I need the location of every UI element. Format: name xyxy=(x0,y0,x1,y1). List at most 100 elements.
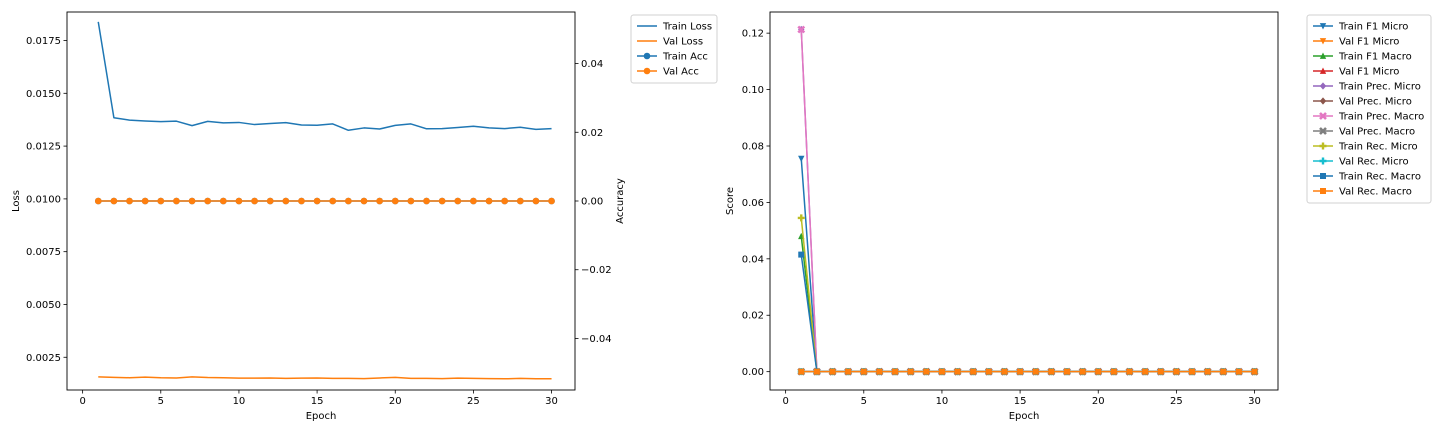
score-legend-entry-val-f1-micro: Val F1 Micro xyxy=(1313,37,1399,48)
loss-x-axis-label: Epoch xyxy=(306,411,337,422)
score-point-val-rec-macro-19 xyxy=(1079,368,1086,375)
score-legend-entry-val-f1-micro: Val F1 Micro xyxy=(1313,67,1399,78)
score-legend-label: Val Rec. Macro xyxy=(1339,187,1412,198)
score-legend-label: Val Rec. Micro xyxy=(1339,157,1409,168)
score-legend-entry-val-prec-micro: Val Prec. Micro xyxy=(1313,97,1412,108)
loss-x-tick-label: 10 xyxy=(233,396,246,407)
score-point-val-rec-macro-6 xyxy=(876,368,883,375)
loss-point-val-acc-27 xyxy=(501,197,508,205)
loss-accuracy-chart: 0 5 10 15 20 25 30 0.00250.00500.00750.01000.0… xyxy=(11,11,718,422)
loss-point-val-acc-11 xyxy=(251,197,258,205)
loss-point-val-acc-19 xyxy=(376,197,383,205)
loss-point-val-acc-12 xyxy=(266,197,274,205)
score-legend-marker xyxy=(1319,38,1327,45)
score-legend-entry-val-rec-micro: Val Rec. Micro xyxy=(1313,157,1409,168)
loss-legend-label: Val Loss xyxy=(663,37,703,48)
score-point-val-rec-macro-12 xyxy=(970,368,977,375)
loss-point-val-acc-25 xyxy=(470,197,477,205)
score-x-tick-label: 30 xyxy=(1248,396,1261,407)
score-chart: 0 5 10 15 20 25 30 0.00 0.02 0.04 0.06 0.08 0.10 0.1… xyxy=(725,11,1432,422)
loss-series-train-loss xyxy=(97,21,552,132)
loss-y-tick-label: 0.0025 xyxy=(26,353,61,364)
loss-x-tick-label: 5 xyxy=(158,396,164,407)
loss-point-val-acc-24 xyxy=(454,197,462,205)
loss-series-val-acc xyxy=(94,197,555,205)
score-legend-label: Train Rec. Macro xyxy=(1338,172,1421,183)
loss-y2-tick-label: 0.04 xyxy=(581,59,603,70)
loss-series-val-loss xyxy=(98,376,552,380)
score-point-val-rec-macro-16 xyxy=(1032,368,1039,375)
score-point-val-rec-macro-5 xyxy=(860,368,867,375)
loss-x-tick-label: 15 xyxy=(311,396,324,407)
loss-x-axis: 0 5 10 15 20 25 30 xyxy=(79,390,558,407)
score-point-val-rec-macro-9 xyxy=(923,368,930,375)
score-point-val-rec-macro-4 xyxy=(845,368,852,375)
loss-point-val-acc-16 xyxy=(329,197,337,205)
score-x-axis: 0 5 10 15 20 25 30 xyxy=(782,390,1261,407)
score-legend-entry-train-rec-micro: Train Rec. Micro xyxy=(1313,142,1418,153)
loss-point-val-acc-20 xyxy=(391,197,399,205)
score-legend-label: Train Rec. Micro xyxy=(1338,142,1418,153)
loss-x-tick-label: 25 xyxy=(467,396,480,407)
loss-y-tick-label: 0.0075 xyxy=(26,247,61,258)
loss-legend-entry-train-loss: Train Loss xyxy=(637,22,712,33)
loss-point-val-acc-10 xyxy=(235,197,243,205)
score-y-tick-label: 0.06 xyxy=(742,198,764,209)
score-point-train-rec-macro-1 xyxy=(798,251,805,258)
score-point-val-rec-macro-8 xyxy=(907,368,914,375)
loss-legend-box xyxy=(630,14,718,84)
loss-legend-entry-val-loss: Val Loss xyxy=(637,37,703,48)
loss-point-val-acc-17 xyxy=(345,197,352,205)
loss-point-val-acc-6 xyxy=(173,197,180,205)
loss-point-val-acc-23 xyxy=(438,197,446,205)
loss-x-tick-label: 20 xyxy=(389,396,402,407)
loss-point-val-acc-3 xyxy=(126,197,133,205)
score-point-val-rec-macro-24 xyxy=(1157,368,1164,375)
score-point-train-rec-micro-1 xyxy=(797,214,805,222)
score-x-tick-label: 15 xyxy=(1014,396,1027,407)
score-legend-marker xyxy=(1319,82,1327,90)
score-y-tick-label: 0.12 xyxy=(742,29,764,40)
score-y-tick-label: 0.04 xyxy=(742,254,764,265)
score-point-val-rec-macro-1 xyxy=(798,368,805,375)
loss-y2-tick-label: 0.02 xyxy=(581,128,603,139)
score-legend-marker xyxy=(1319,142,1327,150)
loss-y-axis: 0.0025 0.0050 0.0075 0.0100 0.0125 0.0150 0.01… xyxy=(26,36,67,364)
score-legend-box xyxy=(1306,14,1432,204)
score-legend-marker xyxy=(1319,157,1327,165)
score-x-tick-label: 25 xyxy=(1170,396,1183,407)
accuracy-y-axis: −0.04 −0.02 0.00 0.02 0.04 xyxy=(575,59,612,345)
score-point-val-rec-macro-10 xyxy=(938,368,945,375)
loss-point-val-acc-5 xyxy=(157,197,165,205)
score-legend-label: Train Prec. Macro xyxy=(1338,112,1424,123)
score-point-val-rec-macro-3 xyxy=(829,368,836,375)
score-y-tick-label: 0.08 xyxy=(742,141,764,152)
loss-legend-marker xyxy=(643,52,651,60)
loss-y-tick-label: 0.0175 xyxy=(26,36,61,47)
score-point-val-rec-macro-21 xyxy=(1110,368,1117,375)
score-legend-marker xyxy=(1319,97,1327,105)
score-point-val-rec-macro-27 xyxy=(1204,368,1211,375)
score-point-val-rec-macro-15 xyxy=(1017,368,1024,375)
score-legend-label: Val Prec. Macro xyxy=(1339,127,1415,138)
loss-y-tick-label: 0.0125 xyxy=(26,142,61,153)
loss-point-val-acc-28 xyxy=(516,197,524,205)
score-point-val-rec-macro-28 xyxy=(1220,368,1227,375)
score-legend-marker xyxy=(1320,188,1326,194)
loss-point-val-acc-4 xyxy=(141,197,149,205)
loss-point-val-acc-21 xyxy=(407,197,415,205)
loss-point-val-acc-29 xyxy=(532,197,540,205)
score-y-tick-label: 0.00 xyxy=(742,367,764,378)
loss-point-val-acc-7 xyxy=(188,197,196,205)
score-legend-entry-val-prec-macro: Val Prec. Macro xyxy=(1313,127,1415,138)
score-y-tick-label: 0.02 xyxy=(742,311,764,322)
score-legend-label: Train F1 Micro xyxy=(1338,22,1408,33)
score-x-axis-label: Epoch xyxy=(1009,411,1040,422)
loss-legend-label: Val Acc xyxy=(663,67,699,78)
score-legend-marker xyxy=(1320,173,1326,179)
loss-legend-label: Train Loss xyxy=(662,22,712,33)
score-y-tick-label: 0.10 xyxy=(742,85,764,96)
loss-point-val-acc-1 xyxy=(94,197,102,205)
loss-y2-tick-label: −0.02 xyxy=(581,265,612,276)
